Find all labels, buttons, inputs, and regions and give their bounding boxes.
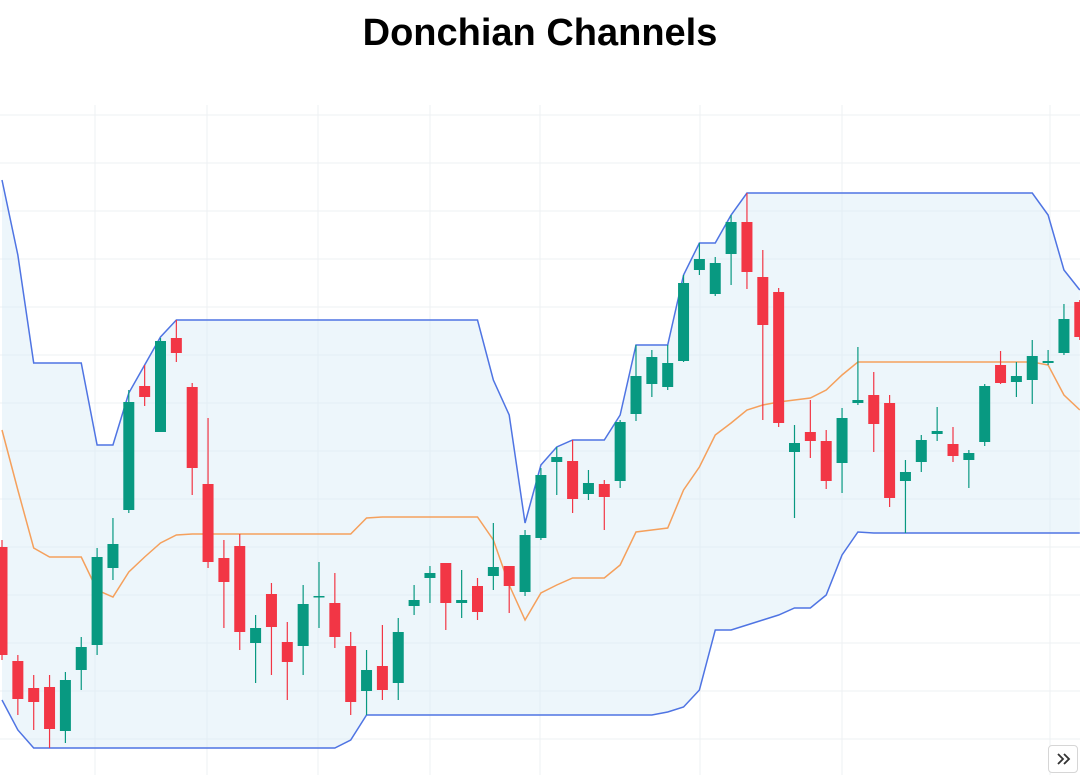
candle-body: [995, 365, 1007, 383]
candle-body: [852, 400, 864, 403]
candle-body: [582, 483, 594, 494]
candle-body: [535, 475, 547, 538]
candle-body: [472, 586, 483, 612]
candle-body: [91, 557, 103, 645]
candle-body: [1058, 319, 1070, 353]
candle-body: [1010, 376, 1022, 382]
candle-body: [915, 440, 927, 462]
candle-body: [59, 680, 71, 731]
chevron-icon: [1057, 753, 1071, 765]
channel-line: [1, 361, 1080, 622]
channel-line: [1, 179, 1080, 524]
candle-body: [345, 646, 357, 702]
candle-body: [202, 484, 214, 562]
candle-body: [392, 632, 404, 683]
candle-body: [1074, 302, 1080, 337]
candle-body: [630, 376, 642, 414]
candle-body: [1026, 356, 1038, 380]
candle-body: [947, 444, 959, 456]
candle-body: [250, 628, 262, 643]
candle-body: [678, 283, 690, 361]
candle-body: [979, 386, 991, 442]
candle-body: [1042, 361, 1054, 363]
candle-body: [186, 387, 198, 468]
candle-body: [234, 546, 246, 632]
candle-body: [963, 453, 975, 460]
channel-line: [1, 531, 1080, 749]
candle-body: [376, 666, 388, 690]
candle-body: [789, 443, 800, 452]
chart-title: Donchian Channels: [362, 12, 718, 54]
candle-body: [155, 341, 166, 432]
candle-body: [503, 566, 515, 586]
candle-body: [741, 222, 753, 272]
candle-body: [107, 544, 119, 568]
candle-body: [868, 395, 880, 424]
candle-body: [218, 558, 230, 582]
candle-body: [456, 600, 468, 603]
candle-body: [519, 535, 531, 592]
candle-body: [170, 338, 182, 353]
candle-body: [75, 647, 87, 670]
candle-body: [884, 403, 896, 498]
candle-body: [297, 604, 309, 646]
candle-body: [123, 402, 135, 510]
candle-body: [931, 431, 943, 434]
candle-body: [693, 259, 705, 270]
candle-body: [44, 687, 56, 729]
candle-body: [440, 563, 452, 603]
candle-body: [408, 600, 420, 606]
candle-body: [757, 277, 769, 325]
scroll-right-button[interactable]: [1048, 745, 1078, 773]
candle-body: [281, 642, 293, 662]
candle-body: [424, 573, 436, 578]
candle-body: [0, 547, 8, 655]
candle-body: [820, 441, 832, 481]
candle-body: [725, 222, 737, 254]
candle-body: [12, 661, 24, 699]
candle-body: [836, 418, 848, 463]
candle-body: [598, 484, 610, 497]
candle-body: [329, 603, 341, 637]
candle-body: [646, 357, 658, 384]
candle-body: [709, 263, 721, 294]
candle-body: [551, 457, 563, 462]
candle-body: [662, 363, 674, 387]
candle-body: [487, 567, 499, 576]
candle-body: [361, 670, 373, 691]
candle-body: [28, 688, 40, 702]
candle-body: [567, 461, 579, 499]
candle-body: [265, 594, 277, 627]
candle-body: [313, 596, 325, 598]
candle-body: [804, 432, 816, 441]
candle-body: [899, 472, 911, 481]
candle-body: [773, 292, 785, 423]
candle-body: [139, 386, 151, 397]
candle-body: [614, 422, 626, 481]
